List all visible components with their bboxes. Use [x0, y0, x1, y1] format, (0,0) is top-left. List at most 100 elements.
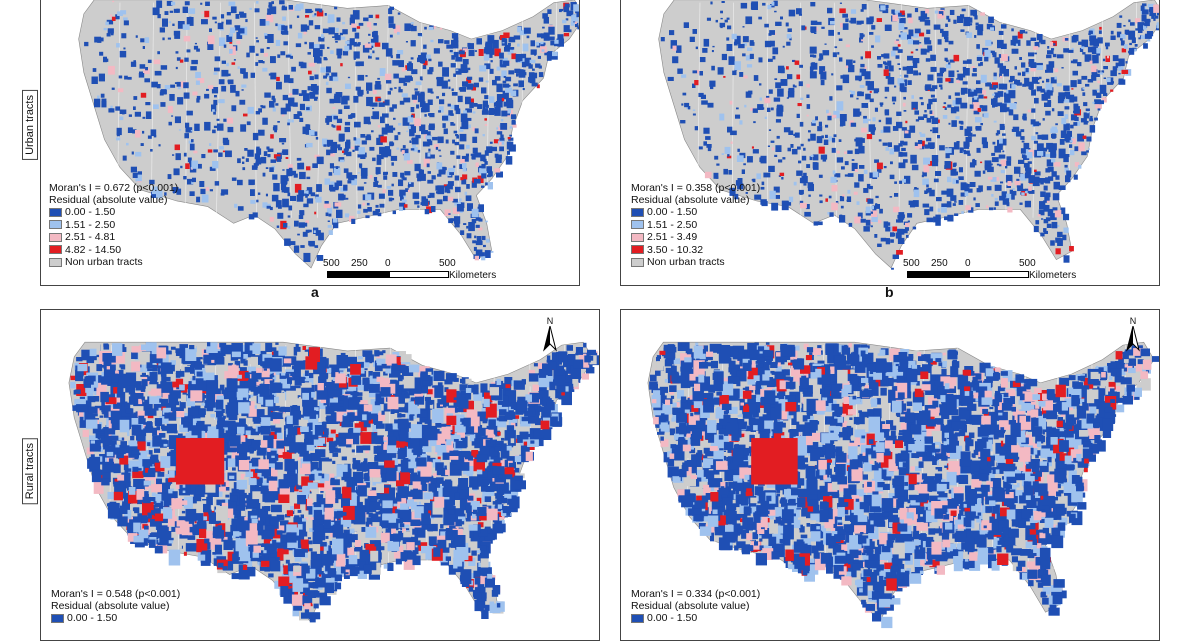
legend-item: 3.50 - 10.32 — [647, 244, 703, 256]
tract-cell — [442, 123, 445, 128]
tract-cell — [826, 110, 829, 114]
tract-cell — [1025, 201, 1031, 208]
tract-cell — [458, 70, 460, 72]
tract-cell — [291, 67, 296, 72]
tract-cell — [1039, 178, 1046, 183]
tract-cell — [954, 55, 960, 61]
tract-cell — [288, 206, 292, 211]
tract-cell — [399, 190, 406, 197]
tract-cell — [426, 135, 432, 139]
tract-cell — [884, 221, 889, 227]
tract-cell — [1097, 81, 1100, 83]
scale-bar-b: 500 250 0 500 Kilometers — [903, 258, 1123, 282]
tract-cell — [559, 9, 562, 12]
tract-cell — [140, 64, 146, 69]
tract-cell — [273, 183, 280, 191]
tract-cell — [891, 10, 895, 14]
tract-cell — [901, 165, 904, 167]
tract-cell — [346, 172, 352, 176]
tract-cell — [383, 176, 387, 180]
tract-cell — [264, 506, 270, 511]
tract-cell — [950, 10, 955, 15]
tract-cell — [318, 233, 324, 241]
tract-cell — [994, 121, 997, 123]
tract-cell — [799, 190, 804, 194]
tract-cell — [346, 198, 349, 200]
tract-cell — [990, 27, 994, 30]
tract-cell — [297, 234, 300, 236]
tract-cell — [995, 185, 1002, 191]
tract-cell — [913, 40, 919, 44]
tract-cell — [1113, 66, 1118, 70]
tract-cell — [479, 65, 486, 71]
tract-cell — [954, 213, 958, 216]
tract-cell — [739, 120, 742, 124]
tract-cell — [1055, 210, 1062, 217]
tract-cell — [226, 63, 229, 66]
tract-cell — [169, 21, 171, 23]
tract-cell — [386, 80, 391, 83]
tract-cell — [303, 346, 307, 350]
tract-cell — [922, 175, 924, 177]
tract-cell — [191, 130, 193, 131]
tract-cell — [759, 83, 761, 85]
tract-cell — [380, 68, 386, 76]
tract-cell — [547, 9, 551, 14]
tract-cell — [849, 223, 853, 227]
tract-cell — [483, 159, 486, 162]
tract-cell — [870, 91, 872, 93]
tract-cell — [1135, 28, 1139, 30]
tract-cell — [908, 39, 914, 44]
tract-cell — [119, 76, 123, 79]
tract-cell — [326, 116, 332, 122]
tract-cell — [459, 198, 462, 201]
tract-cell — [333, 107, 336, 109]
tract-cell — [174, 9, 179, 13]
tract-cell — [1082, 40, 1089, 48]
tract-cell — [260, 19, 266, 26]
tract-cell — [507, 142, 514, 150]
tract-cell — [1153, 18, 1155, 21]
tract-cell — [940, 87, 942, 90]
tract-cell — [474, 103, 478, 107]
tract-cell — [184, 153, 187, 157]
tract-cell — [474, 236, 476, 239]
tract-cell — [316, 137, 318, 140]
tract-cell — [294, 504, 300, 509]
tract-cell — [1145, 34, 1152, 39]
tract-cell — [1050, 240, 1055, 245]
tract-cell — [481, 587, 486, 593]
tract-cell — [115, 106, 120, 110]
tract-cell — [787, 97, 789, 98]
tract-cell — [428, 153, 431, 157]
tract-cell — [888, 65, 893, 71]
tract-cell — [442, 116, 448, 121]
tract-cell — [357, 43, 360, 46]
tract-cell — [229, 33, 233, 36]
tract-cell — [288, 193, 291, 197]
tract-cell — [1063, 48, 1069, 52]
tract-cell — [248, 107, 254, 114]
tract-cell — [411, 57, 414, 59]
tract-cell — [306, 107, 310, 110]
tract-cell — [376, 172, 378, 174]
tract-cell — [452, 44, 458, 48]
tract-cell — [1028, 110, 1031, 113]
scale-label: 0 — [385, 258, 391, 269]
tract-cell — [813, 162, 818, 168]
tract-cell — [833, 52, 837, 57]
tract-cell — [194, 124, 200, 131]
tract-cell — [99, 74, 105, 82]
tract-cell — [231, 6, 237, 13]
tract-cell — [1042, 81, 1044, 83]
tract-cell — [1124, 44, 1128, 49]
tract-cell — [490, 69, 494, 74]
tract-cell — [751, 1, 758, 10]
tract-cell — [455, 142, 460, 145]
tract-cell — [1118, 73, 1120, 75]
tract-cell — [725, 147, 731, 154]
tract-cell — [683, 93, 687, 96]
tract-cell — [904, 79, 907, 82]
tract-cell — [885, 238, 888, 241]
tract-cell — [1001, 160, 1007, 166]
